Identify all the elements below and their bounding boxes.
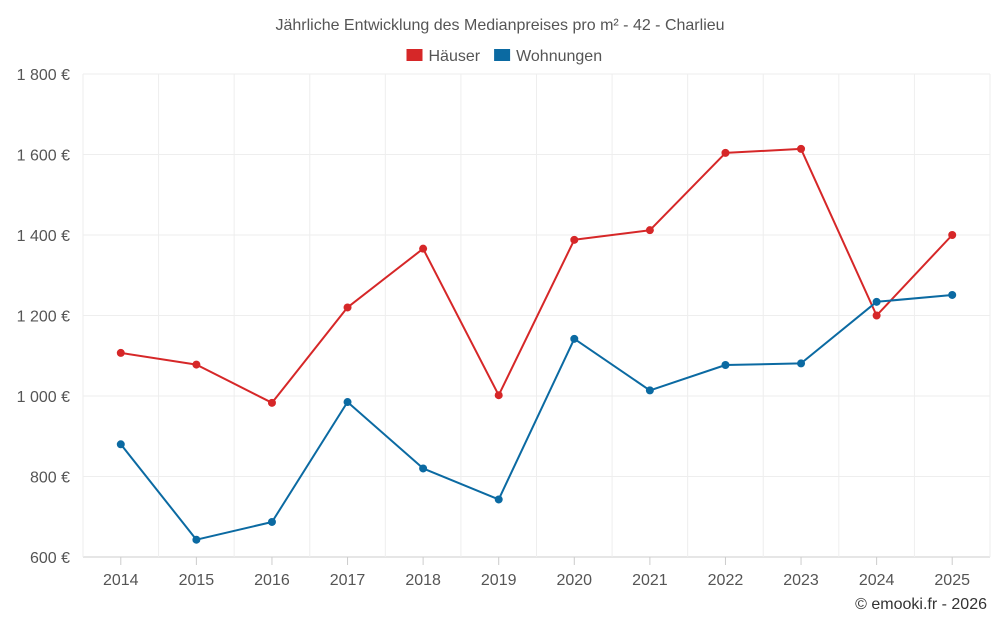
series-lines — [120, 147, 953, 541]
series-points — [116, 144, 957, 544]
x-tick-label: 2025 — [934, 572, 970, 589]
y-tick-label: 1 200 € — [17, 309, 70, 326]
data-point[interactable] — [267, 398, 276, 407]
data-point[interactable] — [721, 148, 730, 157]
data-point[interactable] — [494, 391, 503, 400]
legend-label[interactable]: Häuser — [429, 48, 481, 65]
x-tick-label: 2022 — [708, 572, 744, 589]
data-point[interactable] — [116, 440, 125, 449]
data-point[interactable] — [192, 535, 201, 544]
data-point[interactable] — [721, 361, 730, 370]
series-line-0 — [120, 147, 953, 404]
data-point[interactable] — [116, 348, 125, 357]
y-tick-label: 1 400 € — [17, 228, 70, 245]
data-point[interactable] — [570, 235, 579, 244]
data-point[interactable] — [494, 495, 503, 504]
credit-text: © emooki.fr - 2026 — [855, 596, 987, 613]
legend-label[interactable]: Wohnungen — [516, 48, 602, 65]
data-point[interactable] — [872, 297, 881, 306]
data-point[interactable] — [872, 311, 881, 320]
data-point[interactable] — [419, 244, 428, 253]
x-tick-label: 2024 — [859, 572, 895, 589]
x-tick-label: 2021 — [632, 572, 668, 589]
chart-title: Jährliche Entwicklung des Medianpreises … — [275, 17, 724, 34]
x-tick-label: 2016 — [254, 572, 290, 589]
x-tick-label: 2019 — [481, 572, 517, 589]
data-point[interactable] — [570, 334, 579, 343]
data-point[interactable] — [419, 464, 428, 473]
data-point[interactable] — [267, 517, 276, 526]
data-point[interactable] — [797, 359, 806, 368]
data-point[interactable] — [797, 144, 806, 153]
x-tick-label: 2020 — [556, 572, 592, 589]
data-point[interactable] — [645, 386, 654, 395]
y-tick-label: 800 € — [30, 470, 70, 487]
x-tick-label: 2014 — [103, 572, 139, 589]
data-point[interactable] — [343, 398, 352, 407]
y-tick-label: 1 800 € — [17, 67, 70, 84]
legend: Häuser Wohnungen — [406, 48, 602, 65]
y-tick-label: 1 000 € — [17, 389, 70, 406]
series-line-1 — [120, 294, 953, 541]
axes: 600 € 800 € 1 000 € 1 200 € 1 400 € 1 600 € 1 … — [17, 67, 970, 589]
data-point[interactable] — [645, 226, 654, 235]
legend-swatch — [494, 49, 511, 61]
data-point[interactable] — [343, 303, 352, 312]
data-point[interactable] — [948, 290, 957, 299]
x-tick-label: 2018 — [405, 572, 441, 589]
x-tick-label: 2017 — [330, 572, 366, 589]
legend-swatch — [406, 49, 423, 61]
x-tick-label: 2023 — [783, 572, 819, 589]
data-point[interactable] — [192, 360, 201, 369]
y-tick-label: 1 600 € — [17, 148, 70, 165]
x-tick-label: 2015 — [179, 572, 215, 589]
y-tick-label: 600 € — [30, 550, 70, 567]
data-point[interactable] — [948, 231, 957, 239]
